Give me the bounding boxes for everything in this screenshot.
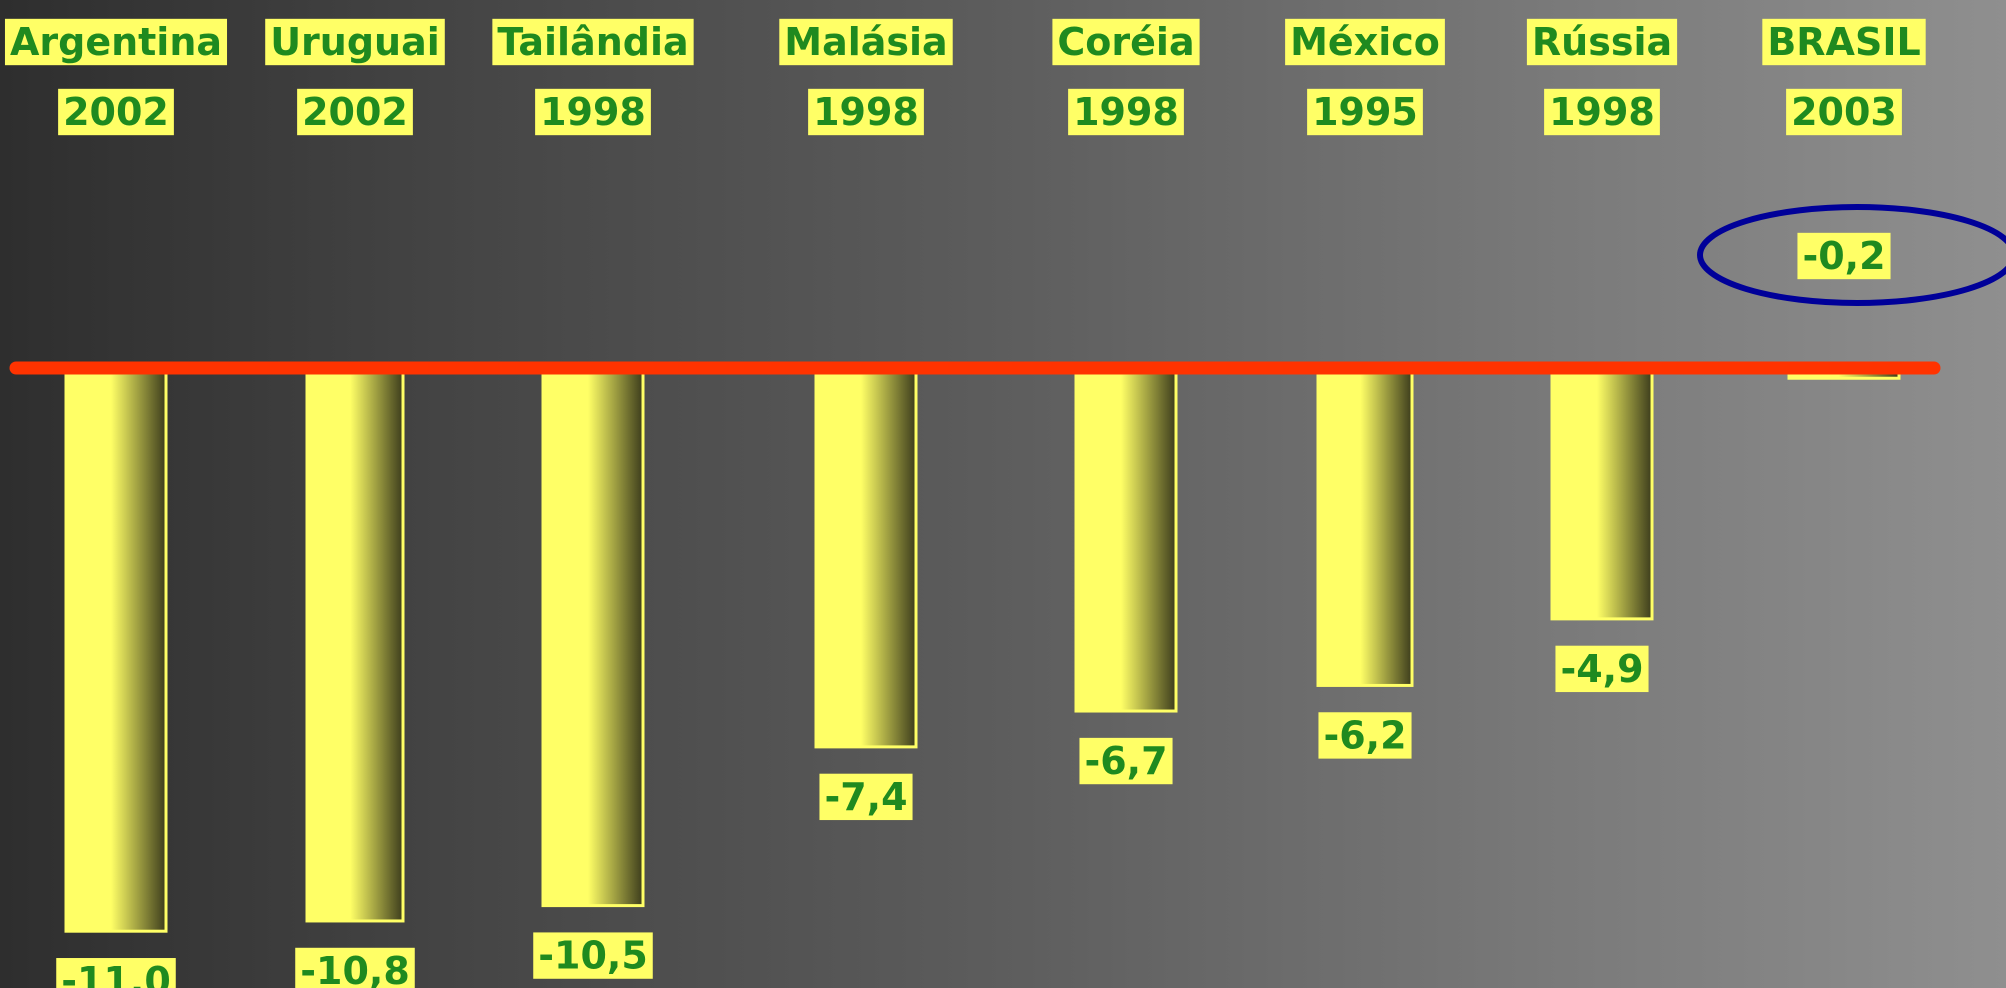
- bar-1: [66, 368, 166, 931]
- value-label-4: -7,4: [824, 775, 907, 819]
- year-label-8-group: 2003: [1786, 89, 1902, 135]
- value-label-8-group: -0,2: [1797, 233, 1890, 279]
- category-label-8-group: BRASIL: [1762, 19, 1925, 65]
- value-label-2: -10,8: [300, 949, 410, 988]
- value-label-4-group: -7,4: [819, 774, 912, 820]
- value-label-7-group: -4,9: [1555, 646, 1648, 692]
- year-label-8: 2003: [1791, 90, 1897, 134]
- bar-7: [1552, 368, 1652, 619]
- value-label-5: -6,7: [1084, 739, 1167, 783]
- category-label-5-group: Coréia: [1052, 19, 1199, 65]
- category-label-7-group: Rússia: [1527, 19, 1677, 65]
- value-label-7: -4,9: [1560, 647, 1643, 691]
- year-label-1-group: 2002: [58, 89, 174, 135]
- category-label-3: Tailândia: [497, 20, 688, 64]
- year-label-1: 2002: [63, 90, 169, 134]
- category-label-4: Malásia: [784, 20, 947, 64]
- year-label-2-group: 2002: [297, 89, 413, 135]
- category-label-2-group: Uruguai: [265, 19, 445, 65]
- year-label-3: 1998: [540, 90, 646, 134]
- year-label-4-group: 1998: [808, 89, 924, 135]
- year-label-6-group: 1995: [1307, 89, 1423, 135]
- value-label-2-group: -10,8: [295, 948, 415, 988]
- category-label-6-group: México: [1285, 19, 1445, 65]
- value-label-5-group: -6,7: [1079, 738, 1172, 784]
- bar-5: [1076, 368, 1176, 711]
- value-label-8: -0,2: [1802, 234, 1885, 278]
- year-label-4: 1998: [813, 90, 919, 134]
- value-label-6-group: -6,2: [1318, 712, 1411, 758]
- value-label-3-group: -10,5: [533, 932, 653, 978]
- year-label-6: 1995: [1312, 90, 1418, 134]
- year-label-7-group: 1998: [1544, 89, 1660, 135]
- value-label-1-group: -11,0: [56, 958, 176, 988]
- category-label-6: México: [1290, 20, 1440, 64]
- value-label-1: -11,0: [61, 959, 171, 988]
- bar-4: [816, 368, 916, 747]
- category-label-4-group: Malásia: [779, 19, 952, 65]
- year-label-5: 1998: [1073, 90, 1179, 134]
- category-label-1: Argentina: [10, 20, 222, 64]
- category-label-8: BRASIL: [1767, 20, 1920, 64]
- category-label-2: Uruguai: [270, 20, 440, 64]
- category-label-5: Coréia: [1057, 20, 1194, 64]
- year-label-2: 2002: [302, 90, 408, 134]
- bar-2: [307, 368, 403, 921]
- category-label-1-group: Argentina: [5, 19, 227, 65]
- year-label-3-group: 1998: [535, 89, 651, 135]
- category-label-7: Rússia: [1532, 20, 1672, 64]
- year-label-7: 1998: [1549, 90, 1655, 134]
- bar-3: [543, 368, 643, 906]
- year-label-5-group: 1998: [1068, 89, 1184, 135]
- value-label-3: -10,5: [538, 934, 648, 978]
- category-label-3-group: Tailândia: [492, 19, 693, 65]
- bar-6: [1318, 368, 1412, 685]
- value-label-6: -6,2: [1323, 713, 1406, 757]
